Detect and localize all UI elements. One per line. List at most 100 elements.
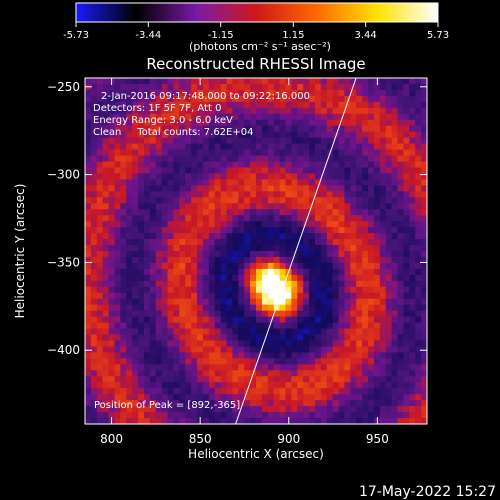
colorbar-unit-label: (photons cm⁻² s⁻¹ asec⁻²) (189, 40, 331, 53)
heatmap-cell (314, 155, 322, 163)
heatmap-cell (362, 412, 369, 419)
heatmap-cell (356, 119, 363, 127)
heatmap-cell (303, 89, 310, 97)
heatmap-cell (261, 274, 269, 282)
heatmap-cell (303, 101, 310, 109)
heatmap-cell (368, 125, 375, 133)
heatmap-cell (114, 131, 121, 139)
heatmap-cell (208, 310, 216, 318)
heatmap-cell (85, 89, 92, 97)
heatmap-cell (391, 268, 399, 276)
heatmap-cell (261, 233, 269, 240)
heatmap-cell (256, 131, 263, 139)
heatmap-cell (285, 161, 292, 169)
heatmap-cell (120, 143, 127, 151)
heatmap-cell (143, 412, 151, 419)
heatmap-cell (261, 292, 269, 300)
heatmap-cell (291, 256, 298, 264)
heatmap-cell (332, 197, 340, 204)
heatmap-cell (161, 268, 169, 276)
heatmap-cell (314, 322, 322, 330)
heatmap-cell (267, 83, 275, 91)
heatmap-cell (208, 113, 216, 121)
heatmap-cell (379, 203, 387, 210)
heatmap-cell (208, 262, 216, 270)
heatmap-cell (155, 394, 163, 401)
heatmap-cell (362, 310, 369, 318)
heatmap-cell (285, 179, 292, 186)
heatmap-cell (226, 227, 234, 234)
heatmap-cell (149, 322, 157, 330)
heatmap-cell (350, 191, 357, 198)
heatmap-cell (256, 185, 263, 192)
heatmap-cell (297, 113, 304, 121)
heatmap-cell (326, 292, 334, 300)
heatmap-cell (208, 143, 216, 151)
heatmap-cell (220, 334, 228, 342)
heatmap-cell (179, 370, 186, 377)
heatmap-cell (208, 155, 216, 163)
heatmap-cell (214, 215, 222, 222)
heatmap-cell (214, 310, 222, 318)
heatmap-cell (202, 239, 210, 246)
heatmap-cell (90, 107, 98, 115)
heatmap-cell (397, 137, 405, 145)
heatmap-cell (232, 394, 239, 401)
heatmap-cell (191, 143, 198, 151)
heatmap-cell (96, 227, 104, 234)
heatmap-cell (314, 113, 322, 121)
heatmap-cell (320, 406, 328, 413)
heatmap-cell (179, 394, 186, 401)
heatmap-cell (314, 256, 322, 264)
heatmap-cell (244, 119, 251, 127)
heatmap-cell (173, 185, 180, 192)
heatmap-cell (344, 209, 351, 216)
heatmap-cell (202, 406, 210, 413)
heatmap-cell (421, 78, 427, 85)
heatmap-cell (326, 412, 334, 419)
heatmap-cell (267, 406, 275, 413)
heatmap-cell (344, 358, 351, 365)
heatmap-cell (421, 227, 427, 234)
heatmap-cell (226, 364, 234, 371)
heatmap-cell (167, 304, 175, 312)
heatmap-cell (143, 125, 151, 133)
heatmap-cell (326, 358, 334, 365)
heatmap-cell (120, 227, 127, 234)
heatmap-cell (220, 239, 228, 246)
heatmap-cell (120, 400, 127, 407)
heatmap-cell (385, 101, 393, 109)
heatmap-cell (344, 334, 351, 342)
heatmap-cell (108, 203, 116, 210)
heatmap-cell (102, 245, 110, 252)
heatmap-cell (368, 352, 375, 359)
heatmap-cell (273, 185, 281, 192)
heatmap-cell (126, 340, 133, 348)
heatmap-cell (291, 209, 298, 216)
heatmap-cell (197, 227, 204, 234)
heatmap-cell (356, 352, 363, 359)
heatmap-cell (391, 83, 399, 91)
heatmap-cell (391, 256, 399, 264)
heatmap-cell (256, 364, 263, 371)
heatmap-cell (421, 370, 427, 377)
heatmap-cell (138, 131, 145, 139)
heatmap-cell (415, 322, 422, 330)
heatmap-cell (155, 107, 163, 115)
heatmap-cell (314, 95, 322, 103)
heatmap-cell (155, 245, 163, 252)
heatmap-cell (415, 286, 422, 294)
heatmap-cell (362, 376, 369, 383)
heatmap-cell (314, 239, 322, 246)
heatmap-cell (356, 394, 363, 401)
heatmap-cell (143, 113, 151, 121)
heatmap-cell (197, 388, 204, 395)
heatmap-cell (291, 173, 298, 181)
heatmap-cell (90, 78, 98, 85)
heatmap-cell (314, 280, 322, 288)
heatmap-cell (309, 316, 316, 324)
heatmap-cell (261, 394, 269, 401)
heatmap-cell (102, 179, 110, 186)
heatmap-cell (385, 227, 393, 234)
heatmap-cell (232, 107, 239, 115)
